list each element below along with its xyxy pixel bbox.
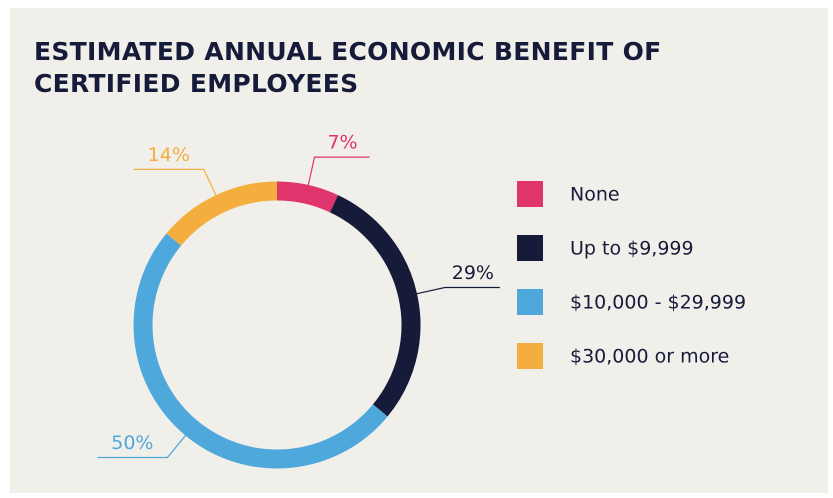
leader-line: [416, 286, 500, 295]
legend-label: $30,000 or more: [570, 346, 729, 368]
leader-line: [307, 156, 370, 186]
panel: [10, 8, 828, 493]
legend-swatch: [517, 181, 543, 207]
legend-label: None: [570, 184, 620, 206]
legend-swatch: [517, 343, 543, 369]
data-label: 14%: [148, 144, 190, 166]
legend-label: $10,000 - $29,999: [570, 292, 746, 314]
data-label: 7%: [327, 132, 357, 154]
donut-segment: [166, 181, 278, 246]
donut-segment: [276, 181, 339, 213]
data-label: 29%: [452, 262, 494, 284]
legend-swatch: [517, 235, 543, 261]
leader-line: [133, 168, 217, 196]
data-label: 50%: [111, 432, 153, 454]
legend-swatch: [517, 289, 543, 315]
leader-line: [97, 435, 186, 459]
donut-segment: [329, 195, 421, 417]
chart-title: ESTIMATED ANNUAL ECONOMIC BENEFIT OF CER…: [34, 37, 662, 98]
donut-segment: [133, 233, 388, 469]
legend-label: Up to $9,999: [570, 238, 694, 260]
